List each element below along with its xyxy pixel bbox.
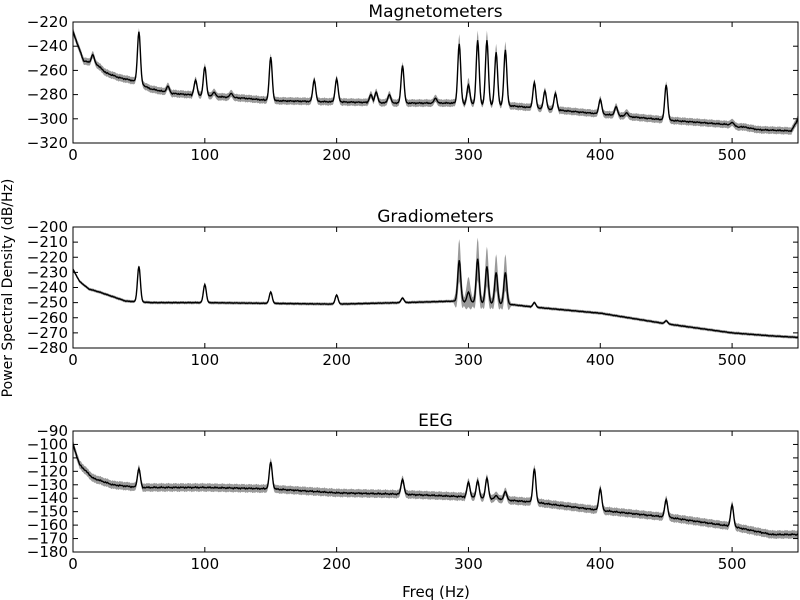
y-tick-label: −260 [27, 309, 68, 327]
x-tick-label: 0 [68, 351, 78, 369]
axes-frame [72, 430, 799, 553]
y-tick-label: −230 [27, 263, 68, 281]
y-tick-label: −260 [27, 61, 68, 79]
y-tick-label: −210 [27, 233, 68, 251]
x-tick-label: 400 [586, 555, 615, 573]
x-tick-label: 200 [322, 146, 351, 164]
y-tick-label: −170 [27, 530, 68, 548]
x-tick-label: 100 [190, 146, 219, 164]
axes-frame [72, 226, 799, 349]
x-tick-label: 400 [586, 146, 615, 164]
y-tick-label: −240 [27, 37, 68, 55]
x-tick-label: 300 [454, 351, 483, 369]
y-tick-label: −270 [27, 324, 68, 342]
chart-title: Magnetometers [368, 2, 502, 22]
chart-title: Gradiometers [377, 207, 494, 227]
x-tick-label: 300 [454, 146, 483, 164]
x-tick-label: 400 [586, 351, 615, 369]
mean-psd-line [73, 31, 798, 133]
panel-1: Gradiometers 0 100 200 300 400 500 −280−270−260… [27, 207, 799, 369]
axes-frame [72, 21, 799, 144]
y-tick-label: −200 [27, 218, 68, 236]
x-tick-label: 500 [718, 351, 747, 369]
mean-psd-line [73, 258, 798, 339]
y-tick-label: −150 [27, 503, 68, 521]
y-tick-label: −180 [27, 543, 68, 561]
chart-title: EEG [418, 411, 453, 431]
y-tick-label: −280 [27, 86, 68, 104]
confidence-band [73, 237, 798, 340]
y-tick-label: −300 [27, 110, 68, 128]
confidence-band [73, 440, 798, 540]
y-tick-label: −250 [27, 294, 68, 312]
x-tick-label: 200 [322, 555, 351, 573]
y-tick-label: −140 [27, 489, 68, 507]
x-tick-label: 500 [718, 555, 747, 573]
y-tick-label: −90 [36, 422, 68, 440]
panel-0: Magnetometers 0 100 200 300 400 500 −320 −300 −28… [27, 2, 799, 164]
y-tick-label: −120 [27, 462, 68, 480]
y-axis-label: Power Spectral Density (dB/Hz) [0, 179, 16, 398]
x-tick-label: 500 [718, 146, 747, 164]
x-tick-label: 0 [68, 146, 78, 164]
y-tick-label: −100 [27, 435, 68, 453]
y-tick-label: −160 [27, 516, 68, 534]
mean-psd-line [73, 443, 798, 537]
y-tick-label: −110 [27, 449, 68, 467]
confidence-band [73, 27, 798, 135]
x-tick-label: 300 [454, 555, 483, 573]
y-tick-label: −220 [27, 248, 68, 266]
y-tick-label: −240 [27, 279, 68, 297]
x-tick-label: 200 [322, 351, 351, 369]
y-tick-label: −280 [27, 339, 68, 357]
x-tick-label: 100 [190, 351, 219, 369]
x-axis-label: Freq (Hz) [402, 583, 470, 600]
y-tick-label: −320 [27, 134, 68, 152]
x-tick-label: 100 [190, 555, 219, 573]
y-tick-label: −220 [27, 13, 68, 31]
x-tick-label: 0 [68, 555, 78, 573]
y-tick-label: −130 [27, 476, 68, 494]
